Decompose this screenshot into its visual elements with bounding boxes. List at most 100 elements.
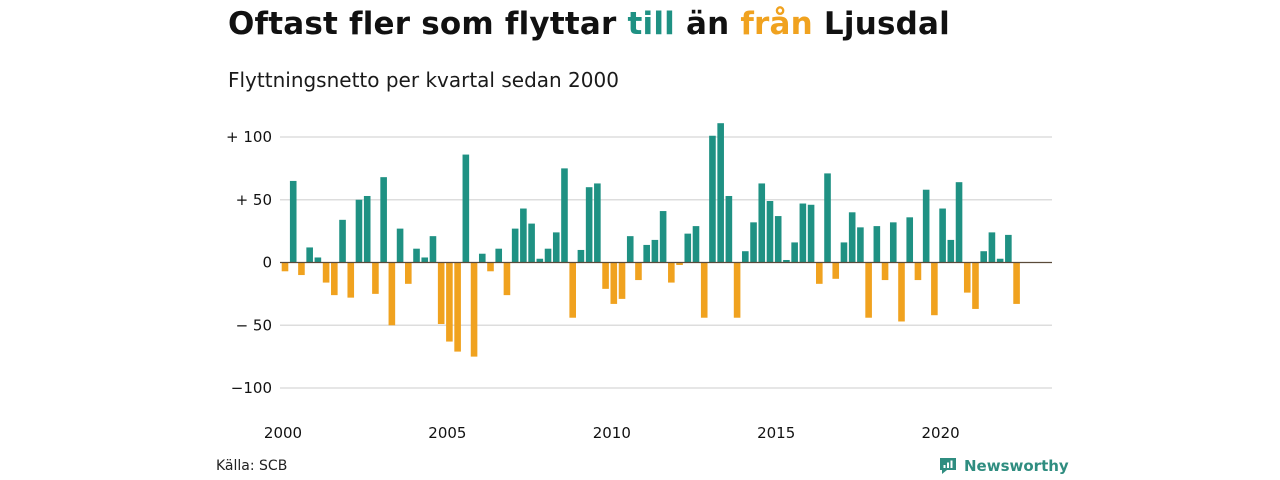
- bar-positive: [380, 177, 387, 263]
- bar-negative: [733, 262, 741, 318]
- bar-negative: [618, 262, 626, 299]
- bar-negative: [281, 262, 289, 272]
- bar-positive: [766, 201, 774, 263]
- y-tick-label: + 50: [236, 191, 272, 209]
- bar-negative: [487, 262, 494, 272]
- chart-subtitle: Flyttningsnetto per kvartal sedan 2000: [228, 68, 619, 92]
- bar-positive: [659, 211, 667, 263]
- newsworthy-logo[interactable]: Newsworthy: [938, 456, 1069, 476]
- bar-positive: [692, 226, 700, 263]
- bar-negative: [865, 262, 872, 318]
- y-axis-labels: + 100 + 50 0 − 50 −100: [226, 128, 272, 397]
- bar-negative: [816, 262, 823, 284]
- x-tick-label: 2010: [593, 424, 631, 442]
- x-axis-labels: 2000 2005 2010 2015 2020: [264, 424, 960, 442]
- gridlines: [280, 136, 1052, 389]
- bar-positive: [594, 183, 601, 263]
- bar-negative: [446, 262, 453, 342]
- bar-positive: [552, 232, 560, 263]
- bar-positive: [462, 154, 470, 263]
- bar-negative: [437, 262, 445, 324]
- bar-positive: [651, 239, 659, 263]
- bar-positive: [873, 226, 881, 263]
- bar-negative: [668, 262, 675, 283]
- bar-positive: [528, 223, 535, 263]
- x-tick-label: 2020: [922, 424, 960, 442]
- bar-negative: [405, 262, 412, 284]
- bar-negative: [898, 262, 905, 322]
- bar-positive: [626, 236, 634, 263]
- bar-positive: [717, 123, 724, 263]
- bar-positive: [520, 208, 527, 263]
- bar-negative: [569, 262, 576, 318]
- title-part-3: Ljusdal: [812, 6, 950, 42]
- bar-negative: [331, 262, 338, 296]
- bar-positive: [848, 212, 856, 263]
- bar-positive: [947, 239, 955, 263]
- bar-negative: [676, 262, 683, 266]
- bar-negative: [388, 262, 396, 326]
- bar-positive: [306, 247, 313, 263]
- bar-negative: [602, 262, 609, 289]
- bar-negative: [1013, 262, 1020, 304]
- bar-positive: [577, 249, 585, 263]
- bar-negative: [610, 262, 618, 304]
- bar-negative: [635, 262, 642, 281]
- bar-positive: [643, 244, 650, 263]
- bar-positive: [511, 228, 519, 263]
- bar-negative: [914, 262, 922, 281]
- chart-title: Oftast fler som flyttar till än från Lju…: [228, 6, 950, 42]
- bar-positive: [996, 258, 1004, 263]
- bar-positive: [478, 253, 486, 263]
- y-tick-label: + 100: [226, 128, 272, 146]
- bar-positive: [922, 189, 930, 263]
- source-note: Källa: SCB: [216, 458, 288, 474]
- bar-positive: [396, 228, 404, 263]
- bar-negative: [832, 262, 840, 279]
- bar-positive: [840, 242, 848, 263]
- bar-positive: [774, 216, 782, 263]
- bar-positive: [939, 208, 946, 263]
- y-tick-label: −100: [231, 379, 272, 397]
- title-highlight-till: till: [627, 6, 675, 42]
- bar-positive: [783, 259, 790, 263]
- x-tick-label: 2005: [428, 424, 466, 442]
- bar-negative: [881, 262, 889, 281]
- bar-negative: [347, 262, 355, 298]
- bar-negative: [454, 262, 461, 352]
- bar-positive: [355, 199, 363, 263]
- bar-positive: [955, 182, 963, 263]
- bar-positive: [413, 248, 420, 263]
- bar-positive: [906, 217, 914, 263]
- bar-positive: [791, 242, 798, 263]
- bar-negative: [972, 262, 979, 309]
- bar-positive: [429, 236, 437, 263]
- bar-positive: [799, 203, 807, 263]
- bar-negative: [963, 262, 971, 293]
- bar-negative: [298, 262, 305, 276]
- bar-negative: [503, 262, 511, 296]
- bars: [281, 123, 1020, 357]
- bar-negative: [470, 262, 478, 357]
- bar-positive: [585, 187, 593, 263]
- bar-negative: [322, 262, 330, 283]
- bar-positive: [988, 232, 996, 263]
- bar-positive: [750, 222, 757, 263]
- bar-positive: [363, 195, 371, 263]
- bar-positive: [421, 257, 429, 263]
- title-part-2: än: [674, 6, 741, 42]
- newsworthy-logo-text: Newsworthy: [964, 457, 1069, 475]
- bar-positive: [561, 168, 568, 263]
- bar-positive: [1005, 234, 1012, 263]
- bar-negative: [931, 262, 938, 316]
- bar-positive: [742, 251, 749, 263]
- bar-negative: [700, 262, 708, 318]
- y-tick-label: 0: [262, 254, 272, 272]
- bar-positive: [289, 180, 297, 263]
- bar-positive: [314, 257, 322, 263]
- bar-positive: [495, 248, 503, 263]
- title-part-1: Oftast fler som flyttar: [228, 6, 628, 42]
- bar-negative: [372, 262, 379, 294]
- bar-positive: [725, 195, 733, 263]
- y-tick-label: − 50: [236, 316, 272, 334]
